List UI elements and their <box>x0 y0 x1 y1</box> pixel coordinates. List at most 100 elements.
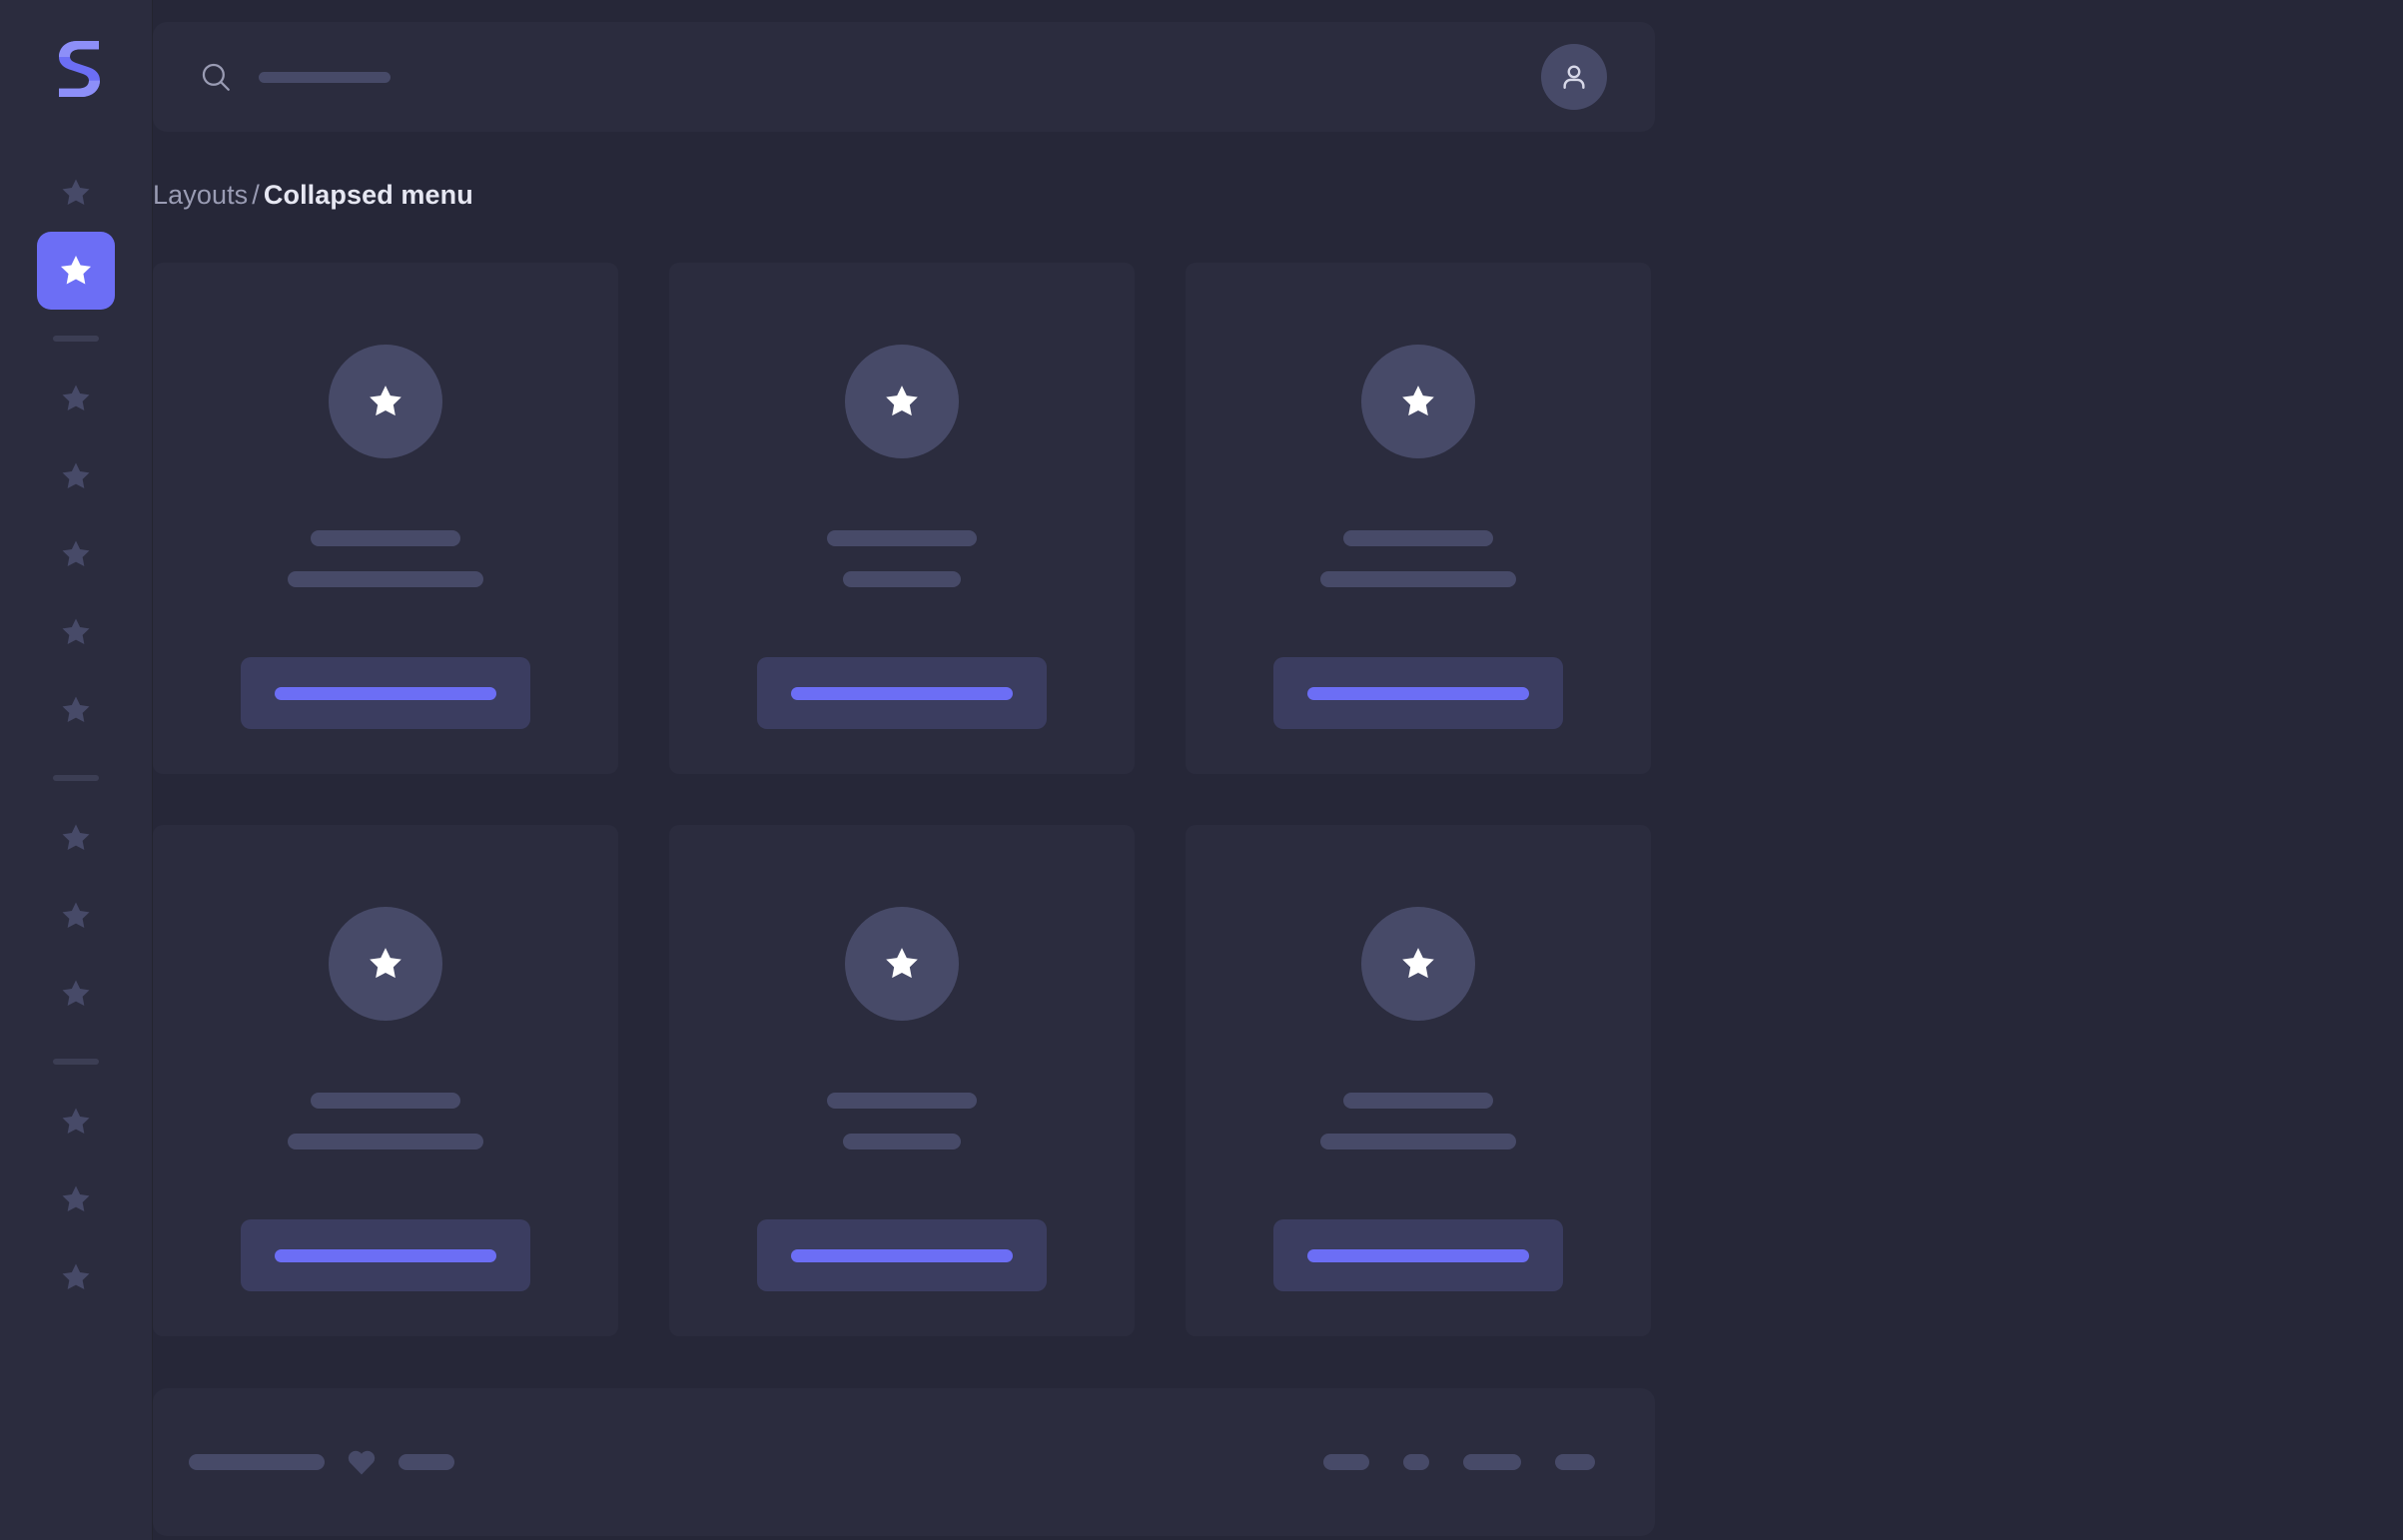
card[interactable] <box>669 263 1135 774</box>
card[interactable] <box>1186 263 1651 774</box>
star-icon <box>62 618 90 645</box>
star-icon <box>60 255 92 285</box>
sidebar-group-1 <box>37 360 115 749</box>
footer-text-bar-1 <box>189 1454 325 1470</box>
star-icon <box>62 179 90 206</box>
star-icon <box>886 948 918 979</box>
star-icon <box>370 948 401 979</box>
heart-icon[interactable] <box>347 1448 377 1476</box>
card-button-label-bar <box>791 686 1013 700</box>
search-icon <box>202 63 230 91</box>
breadcrumb-parent[interactable]: Layouts <box>153 180 249 210</box>
star-icon <box>62 462 90 489</box>
brand-logo[interactable] <box>40 30 112 108</box>
star-icon <box>62 1185 90 1212</box>
star-icon <box>886 385 918 416</box>
star-icon <box>62 696 90 723</box>
card-skeleton-lines <box>1186 530 1651 587</box>
avatar[interactable] <box>1541 44 1607 110</box>
sidebar-group-3 <box>37 1083 115 1316</box>
sidebar-item-2[interactable] <box>37 360 115 437</box>
sidebar-item-6[interactable] <box>37 671 115 749</box>
card-line-primary <box>311 530 460 546</box>
sidebar-item-5[interactable] <box>37 593 115 671</box>
card-avatar <box>1361 907 1475 1021</box>
star-icon <box>1402 948 1434 979</box>
sidebar-item-4[interactable] <box>37 515 115 593</box>
sidebar-item-0[interactable] <box>37 154 115 232</box>
card-line-primary <box>311 1093 460 1109</box>
card-skeleton-lines <box>153 530 618 587</box>
card-skeleton-lines <box>1186 1093 1651 1150</box>
sidebar-item-3[interactable] <box>37 437 115 515</box>
sidebar-group-2 <box>37 799 115 1033</box>
sidebar-item-12[interactable] <box>37 1238 115 1316</box>
footer-bar <box>153 1388 1655 1536</box>
card-avatar <box>1361 345 1475 458</box>
card-action-button[interactable] <box>757 1219 1047 1291</box>
card-line-primary <box>1343 530 1493 546</box>
star-icon <box>62 1263 90 1290</box>
card-avatar <box>845 345 959 458</box>
sidebar-item-11[interactable] <box>37 1160 115 1238</box>
card-line-secondary <box>843 1134 961 1150</box>
star-icon <box>370 385 401 416</box>
card-button-label-bar <box>275 686 496 700</box>
footer-link-bar[interactable] <box>1403 1454 1429 1470</box>
star-icon <box>62 980 90 1007</box>
user-avatar-icon <box>1563 65 1585 89</box>
breadcrumb-separator: / <box>252 180 260 210</box>
sidebar <box>0 0 153 1540</box>
breadcrumb: Layouts / Collapsed menu <box>153 182 1655 209</box>
card-button-label-bar <box>1307 1248 1529 1262</box>
sidebar-item-1[interactable] <box>37 232 115 310</box>
sidebar-item-8[interactable] <box>37 877 115 955</box>
card-action-button[interactable] <box>1273 657 1563 729</box>
sidebar-divider-1 <box>53 336 99 342</box>
top-bar <box>153 22 1655 132</box>
content-column: Layouts / Collapsed menu <box>153 22 1655 1536</box>
star-icon <box>62 1108 90 1135</box>
sidebar-divider-3 <box>53 1059 99 1065</box>
main-content: Layouts / Collapsed menu <box>153 0 2403 1540</box>
star-icon <box>62 540 90 567</box>
card[interactable] <box>669 825 1135 1336</box>
brand-s-logo-icon <box>59 41 100 97</box>
star-icon <box>62 902 90 929</box>
search-bar[interactable] <box>199 60 1541 94</box>
card-action-button[interactable] <box>241 1219 530 1291</box>
breadcrumb-current: Collapsed menu <box>263 180 473 210</box>
card-skeleton-lines <box>153 1093 618 1150</box>
card-action-button[interactable] <box>757 657 1047 729</box>
card[interactable] <box>153 825 618 1336</box>
card[interactable] <box>153 263 618 774</box>
card-line-secondary <box>1320 571 1516 587</box>
card-button-label-bar <box>1307 686 1529 700</box>
card-button-label-bar <box>791 1248 1013 1262</box>
card-line-secondary <box>1320 1134 1516 1150</box>
footer-link-bar[interactable] <box>1463 1454 1521 1470</box>
footer-right-group <box>1323 1454 1595 1470</box>
card-action-button[interactable] <box>1273 1219 1563 1291</box>
card-avatar <box>329 907 442 1021</box>
footer-link-bar[interactable] <box>1323 1454 1369 1470</box>
search-input[interactable] <box>259 71 391 83</box>
card-line-secondary <box>843 571 961 587</box>
sidebar-item-9[interactable] <box>37 955 115 1033</box>
star-icon <box>62 824 90 851</box>
star-icon <box>62 385 90 411</box>
card-button-label-bar <box>275 1248 496 1262</box>
card-action-button[interactable] <box>241 657 530 729</box>
card-line-primary <box>827 1093 977 1109</box>
sidebar-group-0 <box>37 154 115 310</box>
sidebar-item-10[interactable] <box>37 1083 115 1160</box>
footer-link-bar[interactable] <box>1555 1454 1595 1470</box>
footer-left-group <box>189 1448 454 1476</box>
sidebar-divider-2 <box>53 775 99 781</box>
card-line-secondary <box>288 571 483 587</box>
card-avatar <box>845 907 959 1021</box>
card-line-secondary <box>288 1134 483 1150</box>
card[interactable] <box>1186 825 1651 1336</box>
sidebar-item-7[interactable] <box>37 799 115 877</box>
